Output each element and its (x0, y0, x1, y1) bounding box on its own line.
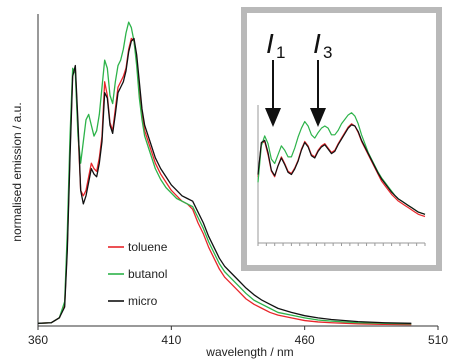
legend-label-micro: micro (128, 294, 158, 308)
y-axis-label: normalised emission / a.u. (10, 102, 24, 241)
inset-series-group (257, 112, 426, 218)
legend-label-butanol: butanol (128, 267, 167, 281)
annotation-i1-letter: I (266, 28, 274, 59)
x-tick-label: 360 (28, 333, 48, 347)
legend: toluene butanol micro (108, 240, 168, 308)
x-tick-label: 460 (295, 333, 315, 347)
annotation-i1-sub: 1 (276, 43, 285, 62)
inset-panel: I 1 I 3 (241, 7, 442, 271)
series-line-micro (37, 37, 412, 324)
annotation-i3-sub: 3 (323, 43, 332, 62)
series-line-butanol (37, 21, 412, 325)
main-series-group (37, 21, 412, 326)
annotation-i3: I 3 (310, 28, 332, 127)
annotation-i1: I 1 (265, 28, 285, 127)
annotation-i1-arrow-head (265, 108, 281, 127)
inset-series-line-micro-inset (257, 124, 426, 215)
x-tick-label: 410 (161, 333, 181, 347)
x-ticks: 360 410 460 510 (28, 326, 448, 347)
x-axis-label: wavelength / nm (205, 345, 293, 359)
inset-x-ticks (257, 243, 426, 246)
annotation-i3-letter: I (313, 28, 321, 59)
legend-label-toluene: toluene (128, 240, 168, 254)
annotation-i3-arrow-head (310, 108, 326, 127)
x-tick-label: 510 (428, 333, 448, 347)
